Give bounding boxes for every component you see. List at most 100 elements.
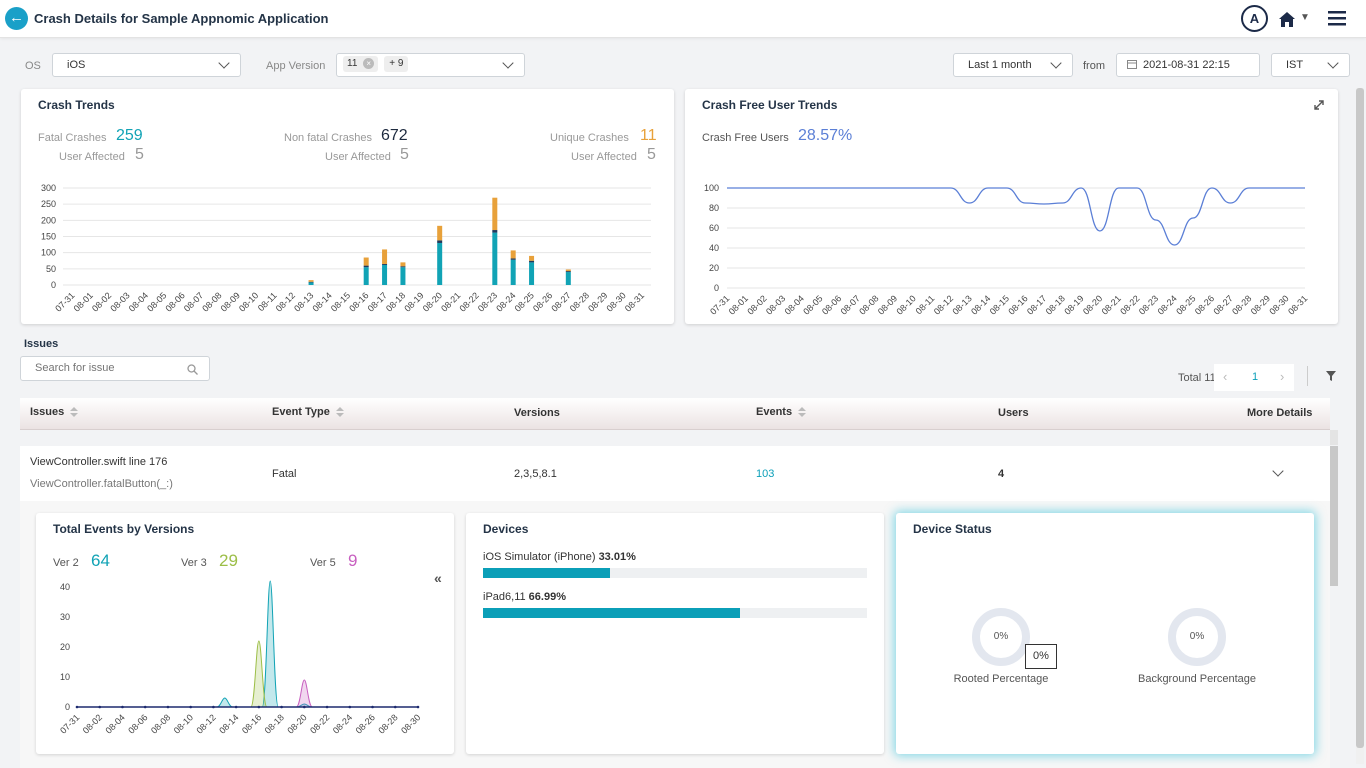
- home-icon[interactable]: [1279, 12, 1295, 27]
- col-events[interactable]: Events: [756, 406, 807, 418]
- rooted-donut[interactable]: [972, 608, 1030, 666]
- page-title: Crash Details for Sample Appnomic Applic…: [34, 11, 329, 26]
- top-bar: ← Crash Details for Sample Appnomic Appl…: [0, 0, 1366, 38]
- bar: [363, 267, 369, 285]
- x-tick-label: 08-10: [237, 290, 260, 313]
- x-tick-label: 08-20: [421, 290, 444, 313]
- rooted-value: 0%: [993, 631, 1009, 642]
- more-versions-chip[interactable]: + 9: [384, 56, 409, 72]
- x-tick-label: 08-17: [366, 290, 389, 313]
- issues-total: Total 11: [1178, 372, 1216, 384]
- prev-page-icon[interactable]: ‹: [1223, 369, 1228, 384]
- data-point: [393, 705, 397, 709]
- background-donut[interactable]: [1168, 608, 1226, 666]
- y-tick-label: 250: [41, 199, 56, 209]
- sort-icon[interactable]: [798, 407, 807, 418]
- bar: [510, 258, 516, 260]
- bar: [308, 281, 314, 283]
- x-tick-label: 08-22: [308, 712, 331, 735]
- rooted-label: Rooted Percentage: [953, 673, 1049, 685]
- device-item: iOS Simulator (iPhone) 33.01%: [483, 551, 636, 563]
- issue-search[interactable]: [20, 356, 210, 381]
- device-name: iOS Simulator (iPhone): [483, 551, 596, 563]
- y-tick-label: 0: [714, 283, 719, 293]
- issue-search-input[interactable]: [35, 362, 185, 374]
- ver3-value: 29: [219, 551, 238, 570]
- version-chip[interactable]: 11 ×: [343, 56, 379, 72]
- timezone-select[interactable]: IST: [1271, 53, 1350, 77]
- expand-icon[interactable]: [1313, 99, 1325, 111]
- x-tick-label: 08-02: [745, 293, 768, 316]
- remove-chip-icon[interactable]: ×: [363, 58, 375, 69]
- date-picker[interactable]: 2021-08-31 22:15: [1116, 53, 1260, 77]
- data-point: [416, 705, 420, 709]
- range-select[interactable]: Last 1 month: [953, 53, 1073, 77]
- table-row[interactable]: ViewController.swift line 176 ViewContro…: [20, 446, 1330, 501]
- device-item: iPad6,11 66.99%: [483, 591, 566, 603]
- x-tick-label: 08-13: [950, 293, 973, 316]
- chevron-down-icon[interactable]: ▼: [1300, 12, 1310, 23]
- sort-icon[interactable]: [70, 407, 79, 418]
- y-tick-label: 40: [709, 243, 719, 253]
- bar: [400, 266, 406, 268]
- series-area: [261, 580, 279, 708]
- bar: [529, 260, 535, 263]
- data-point: [325, 705, 329, 709]
- col-versions: Versions: [514, 407, 560, 419]
- events-link[interactable]: 103: [756, 468, 775, 480]
- data-point: [121, 705, 124, 709]
- device-bar-fill: [483, 608, 741, 618]
- sort-icon[interactable]: [335, 407, 344, 418]
- x-tick-label: 08-09: [219, 290, 242, 313]
- hamburger-menu-icon[interactable]: [1328, 11, 1346, 26]
- bar: [437, 240, 443, 243]
- current-page[interactable]: 1: [1252, 371, 1259, 383]
- x-tick-label: 08-19: [402, 290, 425, 313]
- app-version-select[interactable]: 11 × + 9: [336, 53, 525, 77]
- back-arrow-icon[interactable]: ←: [5, 7, 28, 30]
- fatal-user-label: User Affected: [59, 151, 125, 163]
- data-point: [189, 705, 192, 709]
- unique-user-label: User Affected: [571, 151, 637, 163]
- filter-icon[interactable]: [1326, 371, 1336, 381]
- col-event-type[interactable]: Event Type: [272, 406, 344, 418]
- chevron-down-icon: [1327, 57, 1339, 69]
- ver5-value: 9: [348, 551, 358, 570]
- x-tick-label: 08-30: [604, 290, 627, 313]
- bar: [492, 230, 498, 233]
- table-scrollbar-thumb[interactable]: [1330, 446, 1338, 586]
- crash-free-chart: 02040608010007-3108-0108-0208-0308-0408-…: [704, 183, 1309, 317]
- bar: [382, 264, 388, 285]
- os-select[interactable]: iOS: [52, 53, 241, 77]
- next-page-icon[interactable]: ›: [1280, 369, 1285, 384]
- total-events-title: Total Events by Versions: [53, 522, 195, 536]
- divider: [1307, 366, 1308, 386]
- bar: [363, 265, 369, 268]
- x-tick-label: 08-21: [439, 290, 462, 313]
- col-users: Users: [998, 407, 1029, 419]
- collapse-legend-icon[interactable]: «: [434, 570, 442, 586]
- data-point: [212, 705, 215, 709]
- issue-sub: ViewController.fatalButton(_:): [30, 478, 173, 490]
- background-label: Background Percentage: [1137, 673, 1257, 685]
- crash-free-label: Crash Free Users: [702, 132, 789, 144]
- x-tick-label: 08-07: [182, 290, 205, 313]
- search-icon[interactable]: [187, 364, 198, 375]
- y-tick-label: 300: [41, 183, 56, 193]
- avatar[interactable]: A: [1241, 5, 1268, 32]
- bar: [437, 225, 443, 241]
- x-tick-label: 08-20: [1081, 293, 1104, 316]
- scrollbar-thumb[interactable]: [1356, 88, 1364, 748]
- event-type: Fatal: [272, 468, 297, 480]
- y-tick-label: 0: [65, 702, 70, 712]
- x-tick-label: 08-30: [1267, 293, 1290, 316]
- x-tick-label: 08-14: [310, 290, 333, 313]
- chevron-down-icon[interactable]: [1272, 465, 1284, 477]
- x-tick-label: 08-31: [1286, 293, 1309, 316]
- x-tick-label: 08-06: [820, 293, 843, 316]
- col-issues[interactable]: Issues: [30, 406, 79, 418]
- page-scrollbar[interactable]: [1356, 88, 1364, 764]
- x-tick-label: 08-27: [1211, 293, 1234, 316]
- chevron-down-icon: [502, 57, 514, 69]
